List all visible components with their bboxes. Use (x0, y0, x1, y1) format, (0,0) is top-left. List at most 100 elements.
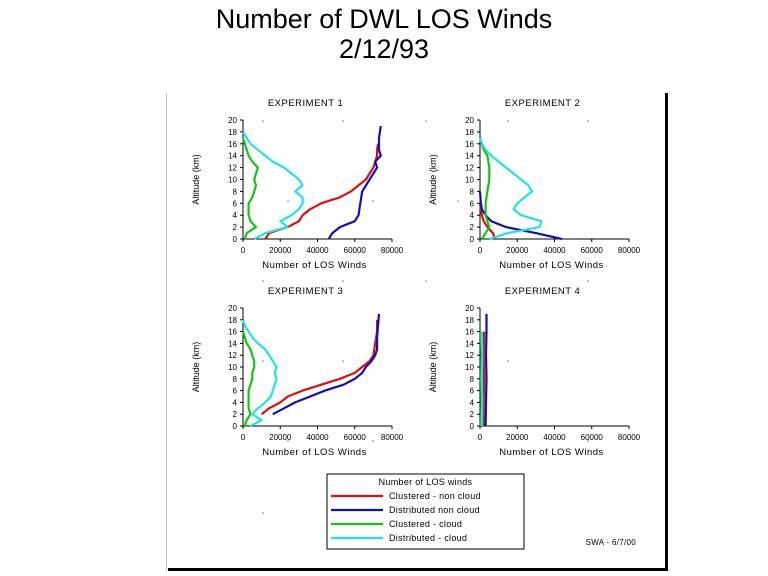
y-tick-label: 14 (228, 339, 237, 348)
y-tick-label: 2 (470, 223, 475, 232)
series-line-clustered-cloud (241, 331, 256, 427)
chart-experiment-1: EXPERIMENT 1 0 2 4 6 8 10 12 14 16 18 20 0 20000 40000… (191, 98, 404, 271)
legend-entry-label: Distributed - cloud (389, 533, 467, 543)
legend-entry-label: Clustered - cloud (389, 519, 462, 529)
x-tick-label: 40000 (543, 246, 566, 255)
y-axis-label: Altitude (km) (428, 154, 438, 205)
series-line-distributed-non-cloud (272, 313, 381, 416)
slide-title: Number of DWL LOS Winds (215, 4, 553, 34)
y-tick-label: 0 (470, 422, 475, 431)
background-dot (342, 360, 344, 362)
series-line-distributed-cloud (241, 319, 278, 427)
y-tick-label: 20 (465, 116, 474, 125)
background-dot (287, 440, 289, 442)
x-tick-label: 80000 (618, 433, 641, 442)
x-tick-label: 60000 (581, 246, 604, 255)
y-tick-label: 0 (233, 422, 238, 431)
x-tick-label: 60000 (581, 433, 604, 442)
y-tick-label: 16 (228, 328, 237, 337)
y-tick-label: 2 (233, 223, 238, 232)
y-tick-label: 0 (233, 235, 238, 244)
y-tick-label: 16 (465, 328, 474, 337)
y-tick-label: 0 (470, 235, 475, 244)
y-tick-label: 4 (233, 398, 238, 407)
background-dot (372, 440, 374, 442)
legend-entry-label: Distributed non cloud (389, 505, 480, 515)
series-line-distributed-cloud (478, 137, 543, 241)
x-tick-label: 20000 (269, 433, 292, 442)
series-line-distributed-cloud (242, 131, 304, 240)
x-tick-label: 80000 (381, 433, 404, 442)
x-axis-label: Number of LOS Winds (262, 447, 367, 458)
y-tick-label: 4 (233, 211, 238, 220)
y-tick-label: 2 (233, 410, 238, 419)
chart-experiment-2: EXPERIMENT 2 0 2 4 6 8 10 12 14 16 18 20 0 20000 40000… (428, 98, 641, 271)
y-tick-label: 8 (233, 187, 238, 196)
y-axis-label: Altitude (km) (428, 342, 438, 393)
series-line-clustered-cloud (478, 137, 491, 240)
x-tick-label: 20000 (506, 433, 529, 442)
y-tick-label: 18 (465, 316, 474, 325)
y-tick-label: 12 (228, 351, 237, 360)
x-tick-label: 0 (241, 433, 246, 442)
chart-title: EXPERIMENT 2 (505, 98, 581, 109)
y-tick-label: 12 (465, 164, 474, 173)
x-tick-label: 80000 (618, 246, 641, 255)
background-dot (425, 120, 427, 122)
x-tick-label: 60000 (344, 433, 367, 442)
x-tick-label: 20000 (269, 246, 292, 255)
series-line-clustered-non-cloud (260, 319, 379, 416)
x-axis-label: Number of LOS Winds (262, 260, 367, 271)
y-tick-label: 6 (470, 387, 475, 396)
y-tick-label: 8 (233, 375, 238, 384)
y-axis-label: Altitude (km) (191, 342, 201, 393)
y-tick-label: 10 (465, 176, 474, 185)
legend-title: Number of LOS winds (379, 477, 473, 487)
footer-note: SWA - 6/7/00 (586, 538, 637, 547)
background-dot (262, 280, 264, 282)
chart-title: EXPERIMENT 4 (505, 286, 581, 297)
y-tick-label: 14 (228, 152, 237, 161)
background-dot (262, 360, 264, 362)
y-tick-label: 6 (233, 387, 238, 396)
x-tick-label: 40000 (306, 246, 329, 255)
legend: Number of LOS winds Clustered - non cloud… (326, 473, 525, 550)
background-dot (425, 280, 427, 282)
background-dot (587, 440, 589, 442)
y-tick-label: 10 (465, 363, 474, 372)
x-tick-label: 60000 (344, 246, 367, 255)
background-dot (262, 512, 264, 514)
y-tick-label: 8 (470, 375, 475, 384)
y-tick-label: 12 (228, 164, 237, 173)
background-dot (457, 200, 459, 202)
y-tick-label: 16 (228, 140, 237, 149)
y-tick-label: 12 (465, 351, 474, 360)
y-tick-label: 20 (228, 116, 237, 125)
series-line-clustered-cloud (241, 137, 260, 240)
y-tick-label: 6 (470, 199, 475, 208)
y-tick-label: 10 (228, 363, 237, 372)
x-tick-label: 40000 (543, 433, 566, 442)
background-dot (587, 120, 589, 122)
x-axis-label: Number of LOS Winds (499, 447, 604, 458)
background-dot (507, 360, 509, 362)
y-tick-label: 4 (470, 211, 475, 220)
x-tick-label: 80000 (381, 246, 404, 255)
slide-subtitle-date: 2/12/93 (338, 34, 430, 64)
background-dot (287, 200, 289, 202)
panel-left-edge (166, 93, 167, 571)
y-tick-label: 10 (228, 176, 237, 185)
y-tick-label: 14 (465, 339, 474, 348)
background-dot (507, 120, 509, 122)
y-tick-label: 6 (233, 199, 238, 208)
x-tick-label: 0 (241, 246, 246, 255)
background-dot (587, 280, 589, 282)
legend-entry-label: Clustered - non cloud (389, 491, 481, 501)
y-tick-label: 16 (465, 140, 474, 149)
x-tick-label: 40000 (306, 433, 329, 442)
x-tick-label: 20000 (506, 246, 529, 255)
figure-panel: EXPERIMENT 1 0 2 4 6 8 10 12 14 16 18 20 0 20000 40000… (168, 93, 668, 571)
x-tick-label: 0 (478, 433, 483, 442)
chart-title: EXPERIMENT 3 (268, 286, 344, 297)
